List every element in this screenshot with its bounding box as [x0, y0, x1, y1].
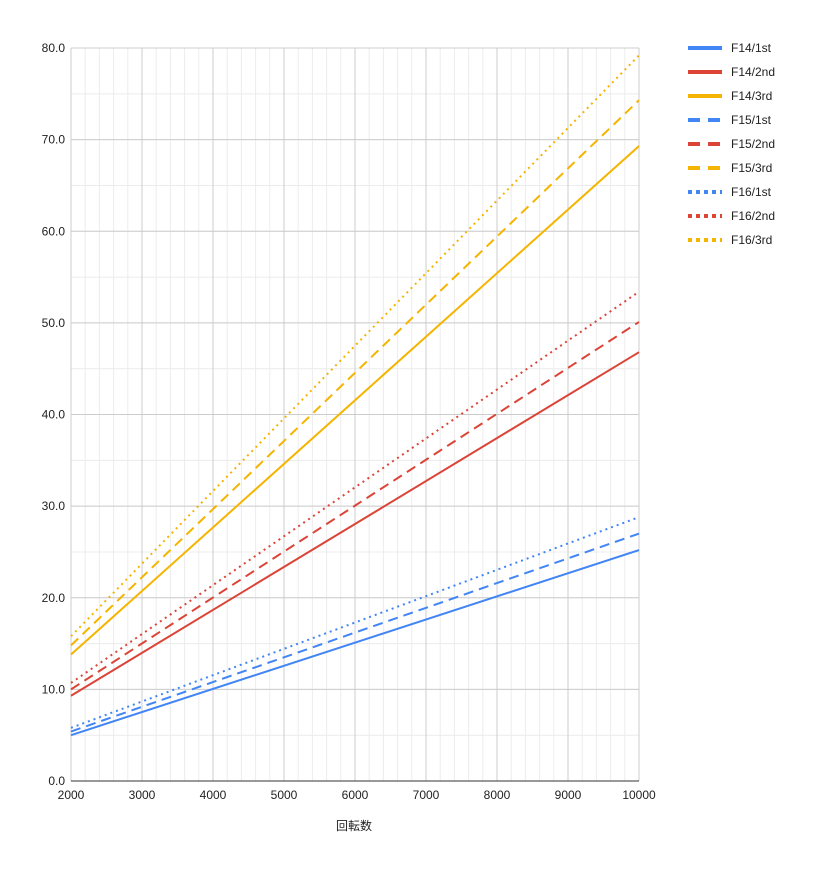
legend-label: F15/3rd — [731, 161, 772, 175]
x-tick-label: 2000 — [58, 788, 85, 802]
legend-item: F14/2nd — [688, 65, 775, 79]
x-tick-label: 4000 — [200, 788, 227, 802]
series-line-f15-2nd — [70, 321, 640, 691]
legend-label: F14/3rd — [731, 89, 772, 103]
x-tick-label: 6000 — [342, 788, 369, 802]
x-tick-label: 10000 — [622, 788, 656, 802]
legend-label: F14/1st — [731, 41, 772, 55]
x-axis-tick-labels: 2000 3000 4000 5000 6000 7000 8000 9000 10000 — [58, 788, 656, 802]
legend-label: F16/2nd — [731, 209, 775, 223]
legend-item: F16/3rd — [688, 233, 772, 247]
legend-label: F14/2nd — [731, 65, 775, 79]
legend-item: F16/1st — [688, 185, 772, 199]
legend-item: F16/2nd — [688, 209, 775, 223]
major-gridlines — [70, 47, 640, 782]
legend-item: F15/3rd — [688, 161, 772, 175]
legend-item: F14/3rd — [688, 89, 772, 103]
legend-label: F16/1st — [731, 185, 772, 199]
legend-item: F15/1st — [688, 113, 772, 127]
y-tick-label: 70.0 — [42, 133, 66, 147]
y-tick-label: 10.0 — [42, 682, 66, 696]
y-tick-label: 30.0 — [42, 499, 66, 513]
y-tick-label: 40.0 — [42, 408, 66, 422]
x-tick-label: 5000 — [271, 788, 298, 802]
y-tick-label: 80.0 — [42, 41, 66, 55]
series-lines — [70, 54, 640, 737]
legend-label: F15/2nd — [731, 137, 775, 151]
series-line-f14-2nd — [70, 351, 640, 697]
x-tick-label: 3000 — [129, 788, 156, 802]
series-line-f15-1st — [70, 532, 640, 733]
series-line-f15-3rd — [70, 99, 640, 647]
legend: F14/1st F14/2nd F14/3rd F15/1st F15/2nd F15/3… — [688, 41, 775, 247]
legend-item: F15/2nd — [688, 137, 775, 151]
x-tick-label: 9000 — [555, 788, 582, 802]
y-tick-label: 0.0 — [48, 774, 65, 788]
y-axis-tick-labels: 0.0 10.0 20.0 30.0 40.0 50.0 60.0 70.0 80.0 — [42, 41, 66, 788]
x-axis-title: 回転数 — [336, 818, 372, 833]
y-tick-label: 60.0 — [42, 224, 66, 238]
x-tick-label: 7000 — [413, 788, 440, 802]
legend-label: F15/1st — [731, 113, 772, 127]
series-line-f16-2nd — [70, 290, 640, 684]
y-tick-label: 20.0 — [42, 591, 66, 605]
legend-item: F14/1st — [688, 41, 772, 55]
series-line-f16-1st — [70, 516, 640, 729]
series-line-f14-1st — [70, 549, 640, 737]
y-tick-label: 50.0 — [42, 316, 66, 330]
legend-label: F16/3rd — [731, 233, 772, 247]
series-line-f14-3rd — [70, 145, 640, 656]
x-tick-label: 8000 — [484, 788, 511, 802]
